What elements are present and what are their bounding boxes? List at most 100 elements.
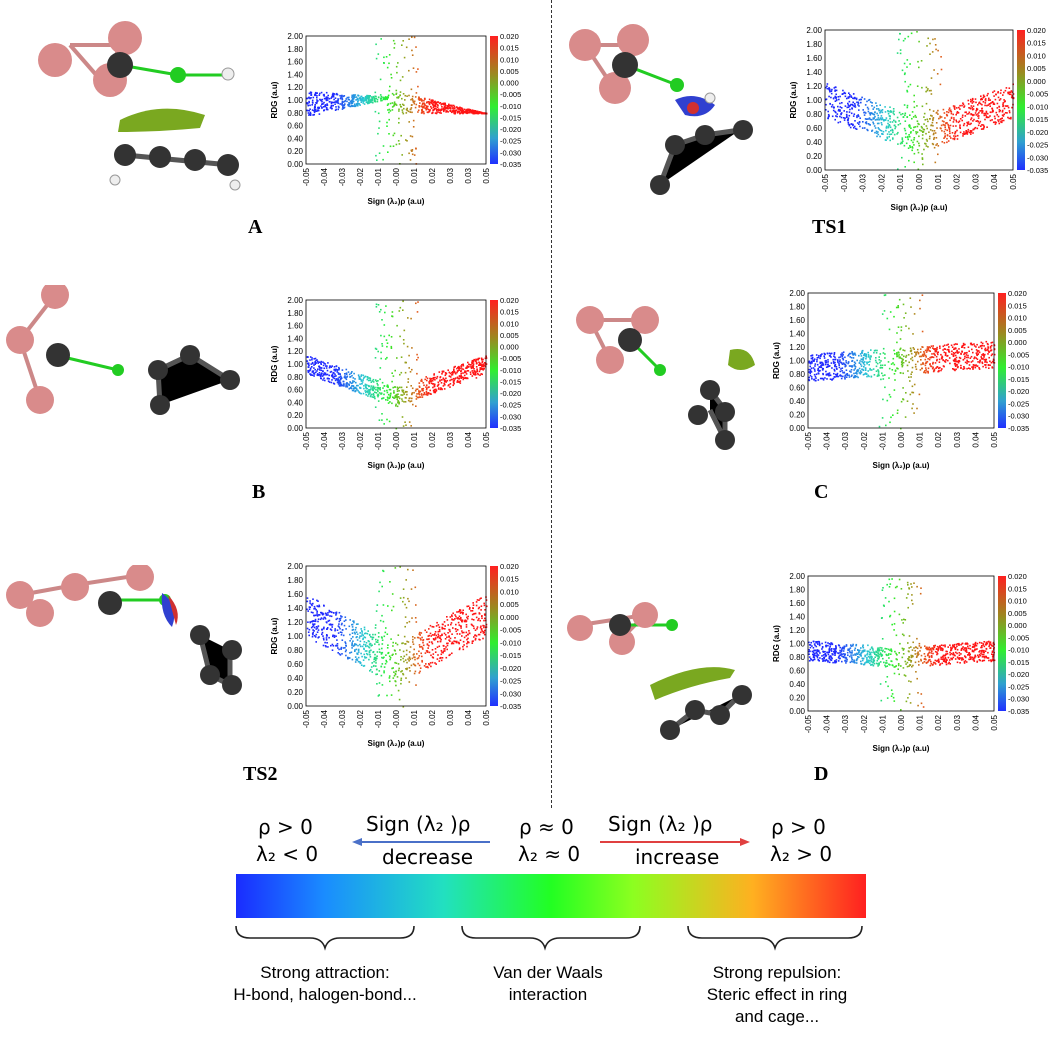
- scatter-point: [400, 371, 403, 374]
- scatter-point: [988, 356, 990, 359]
- scatter-point: [471, 362, 474, 364]
- scatter-point: [390, 638, 392, 640]
- scatter-point: [459, 382, 462, 384]
- scatter-point: [849, 352, 852, 355]
- scatter-point: [967, 346, 970, 348]
- scatter-point: [338, 376, 340, 379]
- scatter-point: [929, 363, 931, 365]
- scatter-point: [473, 627, 475, 630]
- scatter-point: [399, 306, 402, 309]
- scatter-point: [863, 361, 866, 363]
- scatter-point: [853, 376, 855, 379]
- scatter-point: [829, 355, 831, 357]
- scatter-point: [394, 369, 396, 372]
- scatter-point: [838, 98, 840, 101]
- scatter-point: [391, 92, 394, 95]
- scatter-point: [477, 357, 480, 360]
- scatter-point: [350, 651, 353, 654]
- scatter-point: [397, 663, 400, 665]
- scatter-point: [962, 133, 965, 135]
- scatter-point: [943, 142, 946, 144]
- scatter-point: [323, 367, 325, 370]
- scatter-point: [448, 371, 451, 374]
- scatter-point: [400, 659, 402, 661]
- scatter-point: [1011, 94, 1013, 97]
- scatter-point: [457, 366, 459, 369]
- scatter-point: [916, 407, 918, 410]
- scatter-point: [1001, 121, 1003, 124]
- scatter-point: [480, 357, 483, 360]
- scatter-point: [863, 366, 865, 368]
- scatter-point: [829, 374, 832, 377]
- scatter-point: [447, 624, 449, 626]
- scatter-point: [324, 379, 326, 382]
- scatter-point: [371, 388, 374, 391]
- scatter-point: [434, 648, 437, 650]
- scatter-point: [359, 97, 361, 100]
- scatter-point: [936, 127, 938, 129]
- scatter-point: [815, 354, 818, 356]
- scatter-point: [326, 96, 328, 98]
- y-axis-label: RDG (a.u): [772, 342, 781, 379]
- scatter-point: [855, 643, 858, 646]
- scatter-point: [453, 366, 455, 368]
- scatter-point: [443, 632, 446, 635]
- scatter-point: [866, 362, 868, 365]
- scatter-point: [360, 379, 363, 381]
- molecule-ts2-image: [6, 565, 242, 695]
- scatter-point: [986, 349, 988, 351]
- scatter-point: [891, 121, 894, 123]
- scatter-point: [923, 148, 925, 151]
- colorbar-tick-label: 0.005: [500, 67, 519, 76]
- scatter-point: [468, 608, 471, 610]
- scatter-point: [318, 614, 320, 616]
- scatter-point: [985, 366, 987, 369]
- scatter-point: [431, 641, 433, 643]
- scatter-point: [386, 356, 388, 359]
- scatter-point: [968, 131, 971, 134]
- scatter-point: [393, 675, 396, 677]
- scatter-point: [382, 569, 384, 572]
- scatter-point: [368, 97, 370, 99]
- scatter-point: [1005, 87, 1008, 89]
- scatter-point: [372, 385, 375, 388]
- scatter-point: [962, 368, 964, 370]
- scatter-point: [894, 124, 896, 127]
- scatter-point: [452, 627, 454, 629]
- scatter-point: [952, 121, 955, 123]
- scatter-point: [817, 356, 820, 359]
- scatter-point: [368, 658, 370, 661]
- scatter-point: [333, 98, 335, 101]
- scatter-point: [830, 96, 832, 99]
- scatter-point: [845, 113, 848, 116]
- plot-frame: [824, 29, 1014, 171]
- scatter-point: [475, 635, 478, 637]
- scatter-point: [310, 91, 313, 94]
- scatter-point: [846, 111, 848, 113]
- scatter-point: [336, 371, 339, 373]
- scatter-point: [480, 111, 482, 114]
- scatter-point: [371, 97, 374, 99]
- scatter-point: [910, 127, 912, 129]
- scatter-point: [887, 119, 889, 122]
- scatter-point: [355, 381, 357, 384]
- scatter-point: [408, 651, 411, 653]
- scatter-point: [402, 112, 405, 115]
- scatter-point: [339, 617, 342, 620]
- scatter-point: [465, 613, 467, 616]
- scatter-point: [308, 114, 310, 116]
- y-tick-label: 0.00: [287, 702, 303, 711]
- scatter-point: [449, 616, 452, 618]
- scatter-point: [309, 602, 311, 604]
- scatter-point: [987, 346, 989, 348]
- scatter-point: [433, 374, 435, 376]
- scatter-point: [866, 106, 869, 109]
- scatter-point: [364, 644, 367, 646]
- scatter-point: [418, 99, 421, 101]
- scatter-point: [431, 625, 434, 628]
- scatter-point: [367, 393, 370, 396]
- scatter-point: [850, 369, 853, 371]
- scatter-point: [361, 97, 364, 99]
- scatter-point: [321, 375, 324, 377]
- scatter-point: [834, 648, 837, 650]
